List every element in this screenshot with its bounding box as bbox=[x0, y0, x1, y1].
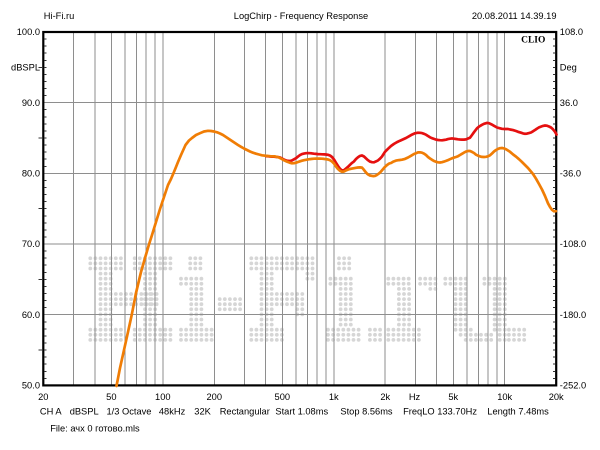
svg-text:90.0: 90.0 bbox=[22, 98, 40, 108]
svg-text:500: 500 bbox=[275, 392, 291, 402]
svg-text:CLIO: CLIO bbox=[521, 35, 545, 45]
svg-text:80.0: 80.0 bbox=[22, 169, 40, 179]
svg-text:50: 50 bbox=[106, 392, 116, 402]
svg-text:Rectangular: Rectangular bbox=[220, 406, 270, 416]
svg-text:20.08.2011 14.39.19: 20.08.2011 14.39.19 bbox=[472, 11, 557, 21]
svg-text:20k: 20k bbox=[549, 392, 564, 402]
svg-text:File: ачх 0 готово.mls: File: ачх 0 готово.mls bbox=[50, 424, 140, 434]
svg-text:60.0: 60.0 bbox=[22, 310, 40, 320]
svg-text:5k: 5k bbox=[448, 392, 458, 402]
svg-text:48kHz: 48kHz bbox=[159, 406, 186, 416]
svg-text:1/3 Octave: 1/3 Octave bbox=[107, 406, 152, 416]
svg-text:Hz: Hz bbox=[409, 392, 421, 402]
svg-text:Hi-Fi.ru: Hi-Fi.ru bbox=[44, 11, 74, 21]
svg-text:36.0: 36.0 bbox=[560, 98, 578, 108]
svg-text:20: 20 bbox=[38, 392, 48, 402]
svg-text:dBSPL: dBSPL bbox=[70, 406, 99, 416]
svg-text:-36.0: -36.0 bbox=[560, 169, 581, 179]
svg-text:Stop 8.56ms: Stop 8.56ms bbox=[340, 406, 393, 416]
svg-text:50.0: 50.0 bbox=[22, 381, 40, 391]
svg-text:2k: 2k bbox=[380, 392, 390, 402]
svg-text:32K: 32K bbox=[194, 406, 211, 416]
svg-text:LogChirp - Frequency Response: LogChirp - Frequency Response bbox=[234, 11, 368, 21]
svg-text:Length 7.48ms: Length 7.48ms bbox=[487, 406, 549, 416]
svg-text:1k: 1k bbox=[329, 392, 339, 402]
svg-text:70.0: 70.0 bbox=[22, 239, 40, 249]
svg-text:CH A: CH A bbox=[40, 406, 62, 416]
svg-text:10k: 10k bbox=[497, 392, 512, 402]
svg-text:108.0: 108.0 bbox=[560, 27, 583, 37]
svg-text:200: 200 bbox=[207, 392, 223, 402]
svg-text:Deg: Deg bbox=[560, 63, 577, 73]
svg-text:-252.0: -252.0 bbox=[560, 381, 586, 391]
svg-text:100.0: 100.0 bbox=[17, 27, 40, 37]
svg-text:100: 100 bbox=[155, 392, 171, 402]
svg-text:dBSPL: dBSPL bbox=[11, 63, 40, 73]
svg-text:-108.0: -108.0 bbox=[560, 239, 586, 249]
svg-text:-180.0: -180.0 bbox=[560, 310, 586, 320]
svg-text:Start 1.08ms: Start 1.08ms bbox=[275, 406, 328, 416]
svg-text:FreqLO 133.70Hz: FreqLO 133.70Hz bbox=[403, 406, 477, 416]
